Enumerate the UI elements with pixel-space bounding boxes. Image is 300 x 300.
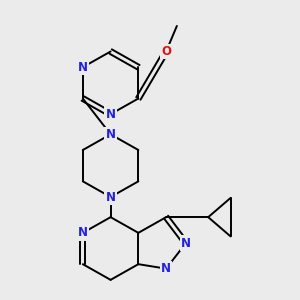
Text: N: N [106,128,116,141]
Text: N: N [78,61,88,74]
Text: N: N [161,262,171,275]
Text: N: N [106,190,116,203]
Text: N: N [106,108,116,121]
Text: N: N [78,226,88,239]
Text: N: N [181,237,191,250]
Text: O: O [161,45,171,58]
